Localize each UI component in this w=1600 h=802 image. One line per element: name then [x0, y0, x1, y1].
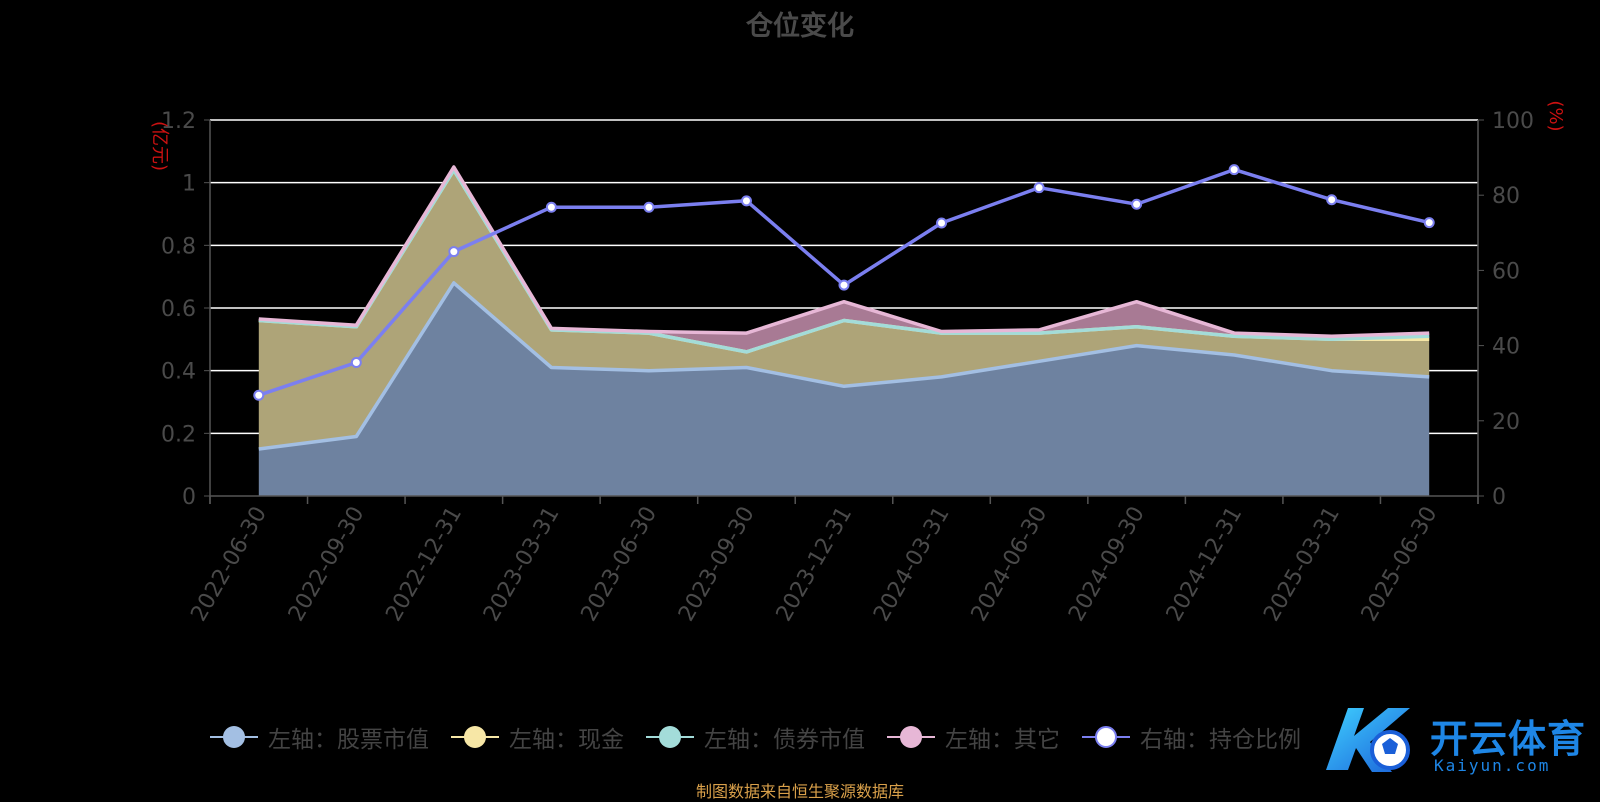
legend-label-bond: 左轴：债券市值: [704, 727, 865, 753]
ratio-point: [936, 217, 948, 229]
left-axis-tick-label: 0.2: [161, 422, 196, 447]
legend-swatch-stock-icon: [210, 725, 258, 749]
x-tick-label: 2024-06-30: [967, 503, 1053, 626]
x-tick-label: 2023-12-31: [772, 503, 858, 626]
x-tick-label: 2022-09-30: [284, 503, 370, 626]
x-tick-label: 2024-12-31: [1162, 503, 1248, 626]
chart-title: 仓位变化: [746, 11, 854, 42]
ratio-point: [1423, 217, 1435, 229]
legend-item-position-ratio[interactable]: 右轴：持仓比例: [1082, 720, 1301, 754]
left-axis-tick-label: 0.6: [161, 297, 196, 322]
legend-swatch-ratio-icon: [1082, 725, 1130, 749]
legend-label-other: 左轴：其它: [945, 727, 1060, 753]
ratio-point: [740, 195, 752, 207]
x-tick-label: 2025-06-30: [1357, 503, 1443, 626]
right-axis-tick-label: 100: [1492, 109, 1534, 134]
left-axis-tick-label: 0: [182, 485, 196, 510]
legend-swatch-bond-icon: [646, 725, 694, 749]
left-axis-tick-label: 1: [182, 172, 196, 197]
brand-watermark: 开云体育 Kaiyun.com: [1318, 700, 1598, 780]
legend-item-stock[interactable]: 左轴：股票市值: [210, 720, 429, 754]
area-左轴：现金: [258, 170, 1430, 449]
left-axis-label: (亿元): [149, 121, 170, 171]
legend-swatch-cash-icon: [451, 725, 499, 749]
ratio-point: [838, 279, 850, 291]
brand-logo-icon: [1326, 708, 1410, 772]
legend-label-stock: 左轴：股票市值: [268, 727, 429, 753]
x-tick-label: 2024-09-30: [1064, 503, 1150, 626]
ratio-point: [1033, 182, 1045, 194]
left-axis-tick-label: 1.2: [161, 109, 196, 134]
series-line-左轴：股票市值: [258, 281, 1430, 451]
ratio-point: [350, 357, 362, 369]
chart-legend: 左轴：股票市值 左轴：现金 左轴：债券市值 左轴：其它 右轴：持仓比例: [210, 720, 1301, 754]
legend-label-cash: 左轴：现金: [509, 727, 624, 753]
x-tick-label: 2023-06-30: [577, 503, 663, 626]
x-tick-label: 2023-03-31: [479, 503, 565, 626]
data-source-note: 制图数据来自恒生聚源数据库: [695, 782, 904, 801]
brand-name: 开云体育: [1430, 717, 1587, 761]
legend-item-bond[interactable]: 左轴：债券市值: [646, 720, 865, 754]
ratio-point: [545, 201, 557, 213]
area-左轴：股票市值: [258, 282, 1430, 496]
series-line-左轴：其它: [258, 165, 1430, 338]
right-axis-tick-label: 40: [1492, 335, 1520, 360]
area-左轴：其它: [258, 167, 1430, 352]
right-axis-label: (%): [1545, 100, 1566, 131]
x-tick-label: 2022-12-31: [381, 503, 467, 626]
ratio-point: [1326, 194, 1338, 206]
x-tick-label: 2024-03-31: [869, 503, 955, 626]
ratio-point: [643, 201, 655, 213]
legend-label-position-ratio: 右轴：持仓比例: [1140, 727, 1301, 753]
left-axis-tick-label: 0.4: [161, 360, 196, 385]
left-axis-tick-label: 0.8: [161, 234, 196, 259]
brand-url: Kaiyun.com: [1434, 756, 1551, 775]
right-axis-tick-label: 60: [1492, 259, 1520, 284]
ratio-point: [1228, 164, 1240, 176]
ratio-point: [448, 246, 460, 258]
legend-item-cash[interactable]: 左轴：现金: [451, 720, 624, 754]
x-tick-label: 2023-09-30: [674, 503, 760, 626]
x-tick-label: 2022-06-30: [186, 503, 272, 626]
ratio-point: [253, 389, 265, 401]
legend-item-other[interactable]: 左轴：其它: [887, 720, 1060, 754]
x-tick-label: 2025-03-31: [1259, 503, 1345, 626]
ratio-point: [1131, 198, 1143, 210]
legend-swatch-other-icon: [887, 725, 935, 749]
right-axis-tick-label: 80: [1492, 184, 1520, 209]
right-axis-tick-label: 0: [1492, 485, 1506, 510]
right-axis-tick-label: 20: [1492, 410, 1520, 435]
